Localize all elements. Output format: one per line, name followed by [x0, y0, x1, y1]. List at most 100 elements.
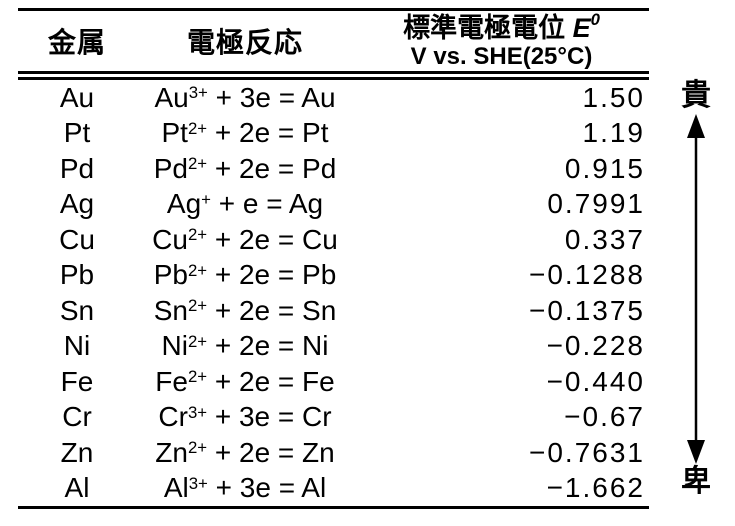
- reaction-species: Zn: [155, 436, 188, 468]
- potential-cell: −0.440: [546, 365, 645, 397]
- reaction-cell: Zn2+ + 2e = Zn: [136, 436, 354, 468]
- metal-cell: Ni: [63, 330, 91, 362]
- header-potential: 標準電極電位 E0 V vs. SHE(25°C): [354, 9, 649, 70]
- reaction-cell: Cr3+ + 3e = Cr: [136, 403, 354, 431]
- reaction-cell: Sn2+ + 2e = Sn: [136, 294, 354, 326]
- base-label: 卑: [681, 465, 711, 498]
- potential-cell: −0.1375: [529, 294, 645, 326]
- table-row: Pb Pb2+ + 2e = Pb −0.1288: [18, 258, 649, 294]
- metal-cell: Cr: [62, 401, 92, 433]
- e0-symbol: E0: [572, 9, 600, 43]
- reaction-rest: + 2e = Sn: [207, 294, 337, 326]
- table-header-row: 金属 電極反応 標準電極電位 E0 V vs. SHE(25°C): [18, 11, 649, 71]
- reaction-charge: 2+: [187, 225, 208, 245]
- metal-cell: Cu: [59, 223, 95, 255]
- reaction-charge: 3+: [188, 83, 208, 103]
- reaction-rest: + 3e = Au: [207, 81, 336, 113]
- reaction-charge: 2+: [187, 118, 208, 138]
- metal-cell: Sn: [59, 294, 95, 326]
- metal-cell: Ag: [59, 188, 95, 220]
- reaction-charge: 2+: [187, 260, 208, 280]
- reaction-cell: Al3+ + 3e = Al: [136, 474, 354, 502]
- header-reaction: 電極反応: [186, 27, 303, 58]
- reaction-charge: +: [201, 189, 211, 209]
- header-potential-title: 標準電極電位 E0: [354, 9, 649, 44]
- header-potential-label: 標準電極電位: [403, 13, 566, 43]
- reaction-species: Sn: [153, 294, 188, 326]
- potential-cell: 0.337: [564, 223, 645, 255]
- potential-cell: 1.50: [582, 81, 645, 113]
- table-row: Ag Ag+ + e = Ag 0.7991: [18, 187, 649, 223]
- reaction-cell: Pt2+ + 2e = Pt: [136, 119, 354, 147]
- reaction-species: Ni: [161, 330, 188, 362]
- reaction-species: Ag: [166, 188, 202, 220]
- reaction-charge: 2+: [187, 331, 208, 351]
- reaction-rest: + 3e = Al: [207, 472, 327, 504]
- reaction-cell: Pd2+ + 2e = Pd: [136, 152, 354, 184]
- reaction-charge: 2+: [187, 296, 208, 316]
- reaction-rest: + 2e = Cu: [207, 223, 338, 255]
- table-row: Sn Sn2+ + 2e = Sn −0.1375: [18, 293, 649, 329]
- table-row: Ni Ni2+ + 2e = Ni −0.228: [18, 329, 649, 365]
- reaction-rest: + 2e = Ni: [207, 330, 329, 362]
- reaction-species: Cr: [158, 401, 188, 433]
- reaction-species: Pb: [153, 259, 188, 291]
- potential-cell: 0.7991: [547, 188, 645, 220]
- potential-cell: −0.67: [564, 401, 645, 433]
- reaction-charge: 2+: [187, 367, 208, 387]
- reaction-cell: Ag+ + e = Ag: [136, 190, 354, 218]
- double-arrow-icon: [687, 114, 705, 464]
- potential-cell: −0.228: [546, 330, 645, 362]
- reaction-rest: + e = Ag: [210, 188, 324, 220]
- reaction-species: Al: [163, 472, 189, 504]
- potential-cell: −0.1288: [529, 259, 645, 291]
- table-row: Pt Pt2+ + 2e = Pt 1.19: [18, 116, 649, 152]
- reaction-rest: + 2e = Zn: [207, 436, 335, 468]
- reaction-cell: Ni2+ + 2e = Ni: [136, 332, 354, 360]
- reaction-rest: + 2e = Pt: [207, 117, 329, 149]
- reaction-rest: + 2e = Fe: [207, 365, 335, 397]
- metal-cell: Pt: [63, 117, 91, 149]
- table-row: Pd Pd2+ + 2e = Pd 0.915: [18, 151, 649, 187]
- noble-label: 貴: [681, 79, 711, 112]
- table-row: Fe Fe2+ + 2e = Fe −0.440: [18, 364, 649, 400]
- e-symbol-letter: E: [572, 13, 591, 43]
- table-row: Cu Cu2+ + 2e = Cu 0.337: [18, 222, 649, 258]
- potential-cell: −0.7631: [529, 436, 645, 468]
- reaction-species: Fe: [155, 365, 188, 397]
- reaction-rest: + 2e = Pd: [207, 152, 337, 184]
- reaction-species: Pt: [161, 117, 188, 149]
- reaction-species: Au: [154, 81, 189, 113]
- metal-cell: Pb: [59, 259, 95, 291]
- table-row: Al Al3+ + 3e = Al −1.662: [18, 471, 649, 507]
- reaction-rest: + 2e = Pb: [207, 259, 337, 291]
- e-symbol-sup: 0: [590, 9, 600, 29]
- metal-cell: Au: [59, 81, 95, 113]
- table-body: Au Au3+ + 3e = Au 1.50 Pt Pt2+ + 2e = Pt…: [18, 80, 649, 506]
- electrode-potential-table: 金属 電極反応 標準電極電位 E0 V vs. SHE(25°C) Au Au3…: [18, 8, 649, 509]
- metal-cell: Pd: [59, 152, 95, 184]
- reaction-cell: Cu2+ + 2e = Cu: [136, 223, 354, 255]
- table-double-rule: [18, 71, 649, 80]
- table-row: Zn Zn2+ + 2e = Zn −0.7631: [18, 435, 649, 471]
- table-row: Au Au3+ + 3e = Au 1.50: [18, 80, 649, 116]
- reaction-cell: Au3+ + 3e = Au: [136, 81, 354, 113]
- potential-cell: 0.915: [564, 152, 645, 184]
- table-top-rule: [18, 8, 649, 11]
- potential-cell: 1.19: [582, 117, 645, 149]
- nobility-scale: 貴 卑: [670, 80, 722, 498]
- table-bottom-rule: [18, 506, 649, 509]
- potential-cell: −1.662: [546, 472, 645, 504]
- table-row: Cr Cr3+ + 3e = Cr −0.67: [18, 400, 649, 436]
- reaction-cell: Pb2+ + 2e = Pb: [136, 261, 354, 289]
- reaction-charge: 2+: [187, 438, 208, 458]
- reaction-charge: 3+: [188, 473, 208, 493]
- reaction-cell: Fe2+ + 2e = Fe: [136, 365, 354, 397]
- reaction-charge: 3+: [187, 402, 208, 422]
- metal-cell: Fe: [60, 365, 94, 397]
- reaction-species: Pd: [153, 152, 188, 184]
- reaction-species: Cu: [152, 223, 188, 255]
- header-potential-unit: V vs. SHE(25°C): [410, 43, 593, 70]
- metal-cell: Al: [64, 472, 90, 504]
- reaction-charge: 2+: [187, 154, 208, 174]
